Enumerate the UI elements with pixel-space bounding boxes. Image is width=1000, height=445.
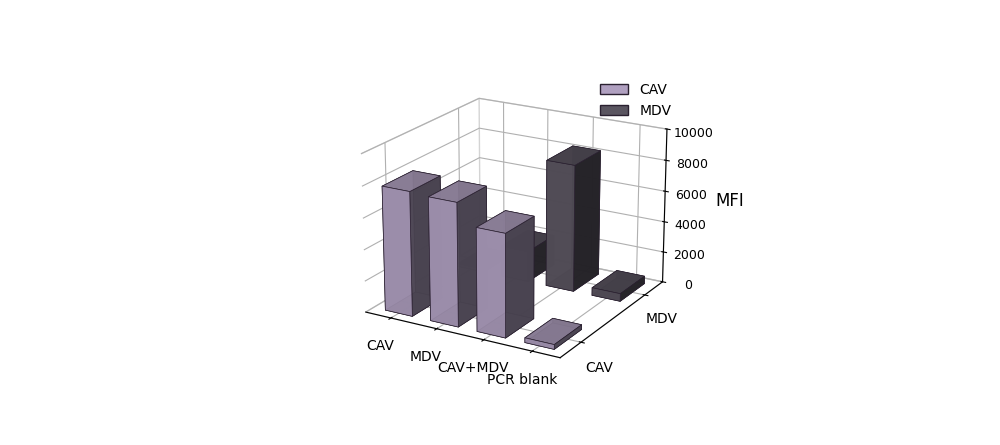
Legend: CAV, MDV: CAV, MDV bbox=[595, 77, 677, 124]
